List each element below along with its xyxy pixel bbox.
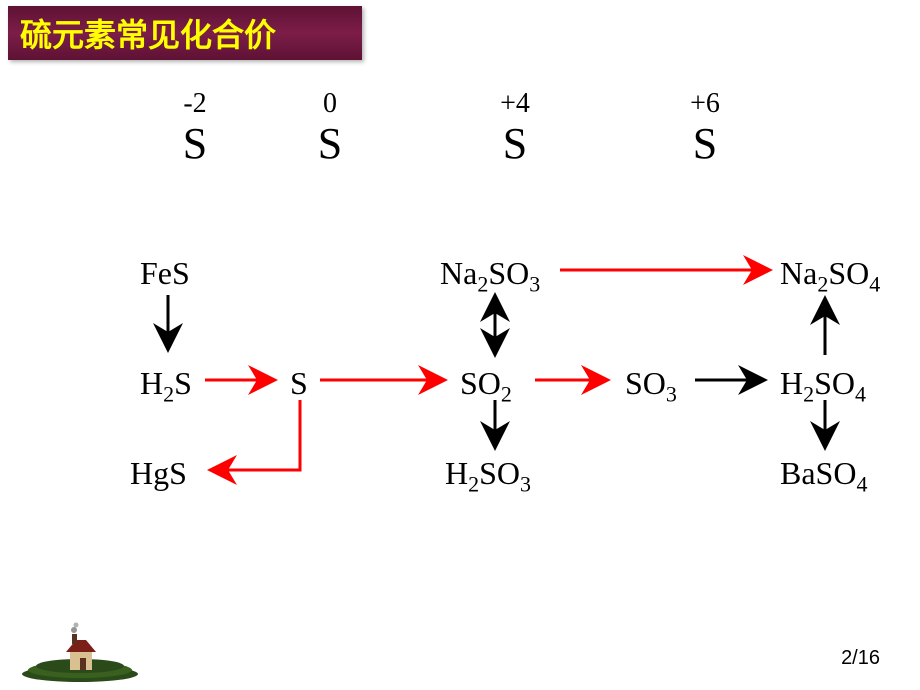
compound-H2S: H2S <box>140 365 192 402</box>
oxidation-sup-0: -2 <box>170 88 220 120</box>
compound-Na2SO3: Na2SO3 <box>440 255 540 292</box>
oxidation-sup-3: +6 <box>680 88 730 120</box>
oxidation-sym-1: S <box>305 118 355 169</box>
compound-FeS: FeS <box>140 255 190 292</box>
oxidation-sym-2: S <box>490 118 540 169</box>
house-icon <box>20 622 140 682</box>
oxidation-sym-0: S <box>170 118 220 169</box>
arrow-S-HgS <box>210 400 300 470</box>
title-box: 硫元素常见化合价 <box>8 6 362 60</box>
oxidation-sup-1: 0 <box>305 88 355 120</box>
compound-H2SO3: H2SO3 <box>445 455 531 492</box>
oxidation-sup-2: +4 <box>490 88 540 120</box>
oxidation-sym-3: S <box>680 118 730 169</box>
compound-HgS: HgS <box>130 455 187 492</box>
compound-SO3: SO3 <box>625 365 677 402</box>
page-number: 2/16 <box>841 647 880 670</box>
compound-S: S <box>290 365 308 402</box>
compound-SO2: SO2 <box>460 365 512 402</box>
compound-Na2SO4: Na2SO4 <box>780 255 880 292</box>
arrow-layer <box>0 0 920 690</box>
compound-H2SO4: H2SO4 <box>780 365 866 402</box>
compound-BaSO4: BaSO4 <box>780 455 867 492</box>
title-text: 硫元素常见化合价 <box>20 10 276 56</box>
